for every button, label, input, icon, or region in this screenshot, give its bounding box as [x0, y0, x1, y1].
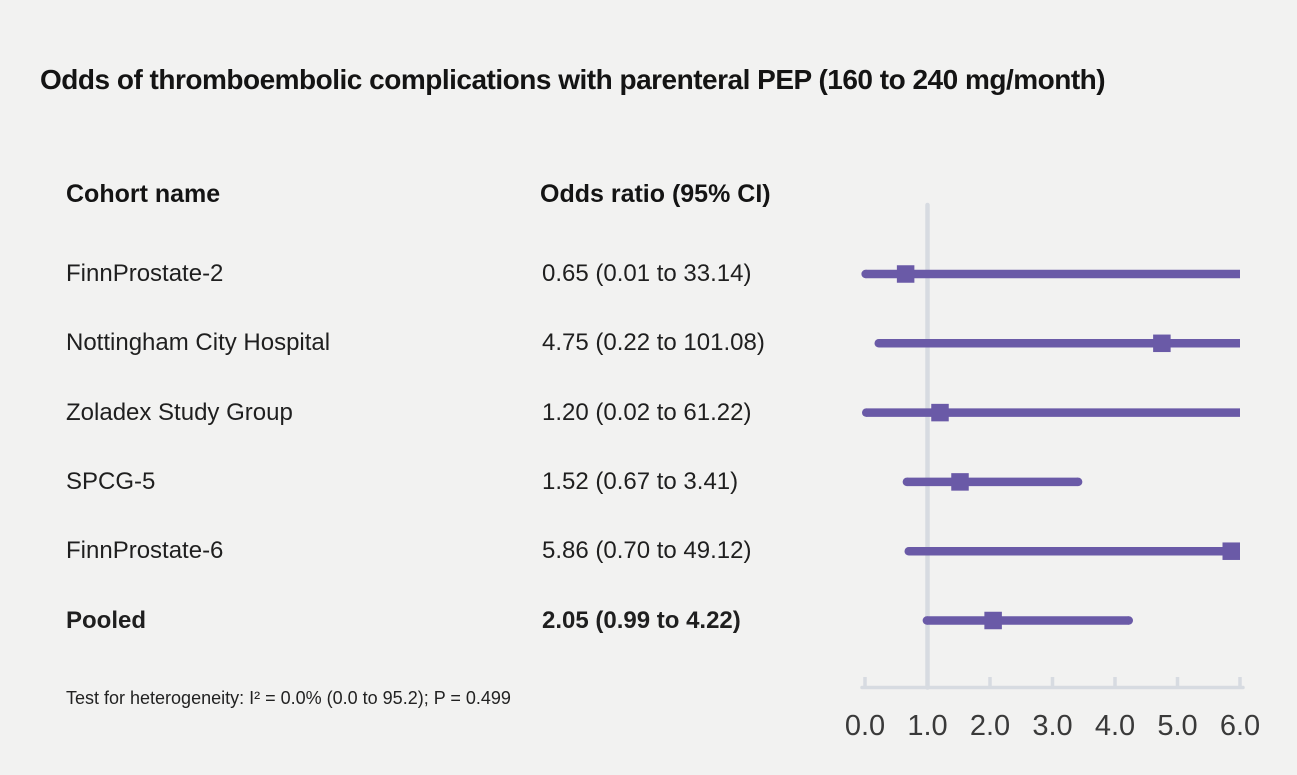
odds-ratio-value: 1.20 (0.02 to 61.22): [542, 398, 752, 426]
cohort-name: SPCG-5: [66, 467, 156, 495]
x-axis-tick-label: 4.0: [1095, 710, 1135, 742]
odds-ratio-marker: [984, 611, 1002, 630]
x-axis-tick-label: 1.0: [907, 710, 947, 742]
odds-ratio-marker: [931, 403, 949, 422]
ci-cap-low: [922, 616, 932, 625]
x-axis-tick-label: 5.0: [1157, 710, 1197, 742]
ci-cap-low: [861, 269, 870, 279]
cohort-name: Zoladex Study Group: [66, 398, 293, 426]
odds-ratio-marker: [1222, 542, 1240, 560]
figure-title: Odds of thromboembolic complications wit…: [40, 64, 1106, 95]
ci-cap-high: [1073, 477, 1083, 487]
odds-ratio-value: 1.52 (0.67 to 3.41): [542, 467, 739, 495]
odds-ratio-marker: [951, 473, 969, 491]
x-axis-tick-label: 0.0: [845, 710, 885, 742]
column-header-cohort-name: Cohort name: [66, 180, 221, 208]
ci-cap-low: [902, 477, 912, 487]
ci-cap-low: [874, 339, 883, 348]
ci-cap-high: [1124, 616, 1133, 625]
odds-ratio-value: 5.86 (0.70 to 49.12): [542, 537, 752, 565]
heterogeneity-footnote: Test for heterogeneity: I² = 0.0% (0.0 t…: [66, 688, 511, 708]
x-axis-tick-label: 3.0: [1032, 710, 1072, 742]
ci-cap-low: [904, 546, 913, 556]
x-axis-tick-label: 6.0: [1220, 710, 1260, 742]
cohort-name: FinnProstate-6: [66, 537, 224, 565]
cohort-name: Pooled: [66, 606, 147, 634]
column-header-odds-ratio: Odds ratio (95% CI): [540, 180, 771, 208]
odds-ratio-value: 0.65 (0.01 to 33.14): [542, 260, 752, 287]
ci-cap-low: [862, 408, 871, 417]
odds-ratio-marker: [1153, 334, 1171, 353]
cohort-name: FinnProstate-2: [66, 260, 224, 287]
odds-ratio-marker: [896, 265, 915, 283]
odds-ratio-value: 2.05 (0.99 to 4.22): [542, 606, 741, 634]
x-axis-tick-label: 2.0: [970, 710, 1010, 742]
odds-ratio-value: 4.75 (0.22 to 101.08): [542, 329, 765, 357]
cohort-name: Nottingham City Hospital: [66, 329, 331, 357]
